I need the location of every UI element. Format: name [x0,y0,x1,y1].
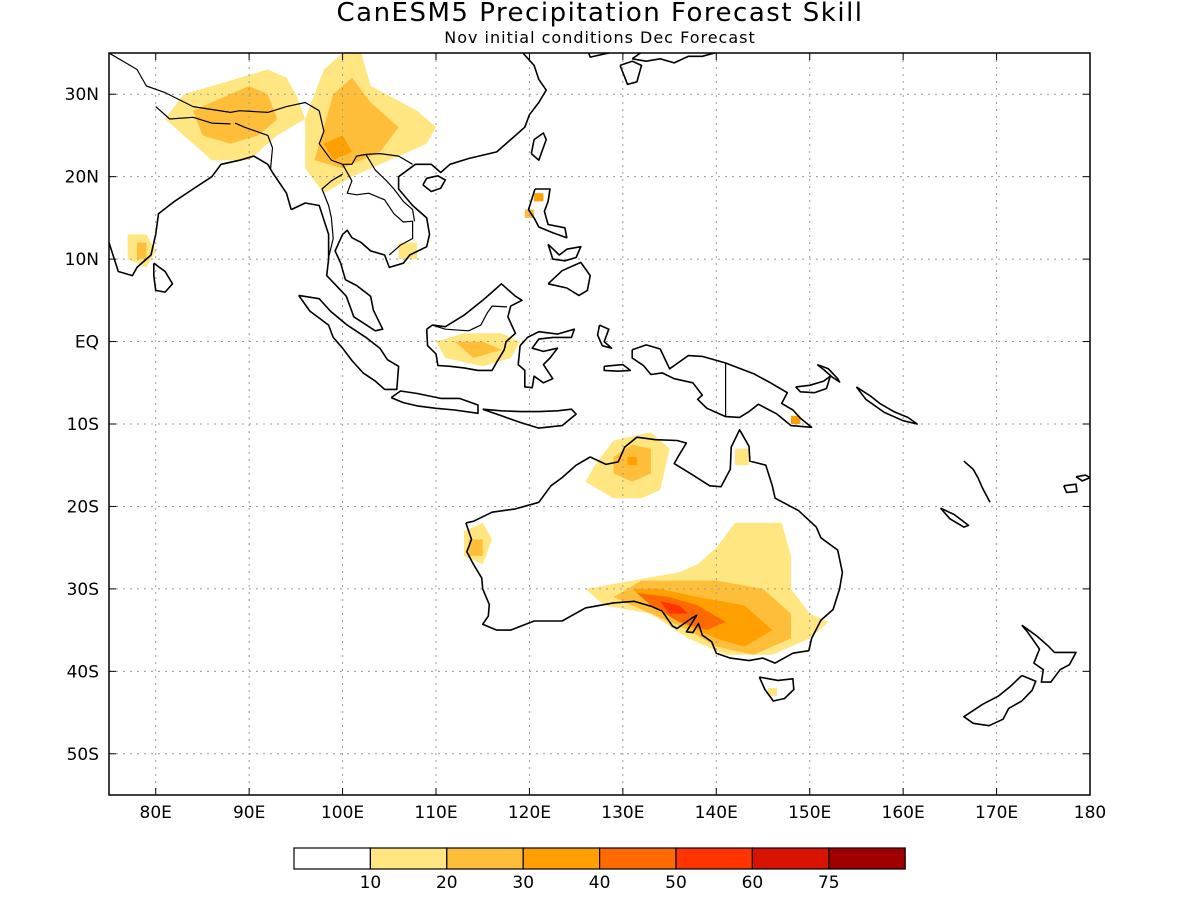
x-tick-label: 100E [321,803,364,823]
x-tick-label: 110E [414,803,457,823]
coastline-nz-south [963,674,1037,727]
coastline-visayas [547,243,582,262]
y-tick-label: 20N [65,168,99,188]
y-axis-ticks: 30N 20N 10N EQ 10S 20S 30S 40S 50S [65,85,1090,765]
colorbar-label: 60 [742,873,764,893]
colorbar-bin [675,847,754,870]
y-tick-label: 30N [65,85,99,105]
coastline-sri-lanka [153,262,174,293]
coastline-fiji-vanua [1075,474,1090,482]
coastlines [109,53,1090,727]
skill-region-tibet-india-north [193,86,278,144]
coastline-mindanao [547,261,592,297]
skill-region-borneo [454,341,502,358]
coastline-halmahera-seram [596,324,613,350]
border-myanmar-east [318,110,413,165]
border-myanmar-thai [321,173,343,258]
colorbar-bin [751,847,830,870]
y-tick-label: 50S [67,745,99,765]
border-nepal-sw [155,106,231,125]
y-tick-label: 30S [67,580,99,600]
coastline-lesser-sunda [482,408,577,429]
colorbar: 10 20 30 40 50 60 75 [293,847,906,893]
country-borders [109,53,727,417]
y-tick-label: EQ [75,333,99,353]
colorbar-bin [293,847,372,870]
coastline-sumatra [298,294,400,391]
colorbar-label: 75 [818,873,840,893]
coastline-borneo [425,282,523,372]
x-tick-label: 160E [882,803,925,823]
coastline-new-britain [795,375,832,394]
coastline-taiwan [530,132,548,161]
colorbar-bin [598,847,677,870]
coastline-india [109,155,292,277]
border-thai-laos [342,164,414,256]
colorbar-label: 10 [360,873,382,893]
colorbar-bin [828,847,906,870]
coastline-java [390,390,479,415]
coastline-new-ireland [816,363,841,383]
y-tick-label: 20S [67,497,99,517]
coastline-new-guinea [631,344,813,429]
x-axis-ticks: 80E 90E 100E 110E 120E 130E 140E 150E 160E 170E 18… [140,53,1106,823]
y-tick-label: 10N [65,250,99,270]
x-tick-label: 140E [695,803,738,823]
x-tick-label: 180 [1074,803,1106,823]
coastline-new-caledonia [939,507,970,528]
x-tick-label: 150E [788,803,831,823]
border-malaysia-borneo [432,305,508,332]
skill-region-tasmania [767,687,777,697]
grid-lines [109,53,1090,795]
skill-region-vietnam [398,242,418,260]
skill-region-luzon [534,193,544,202]
skill-region-south-india [137,242,147,260]
y-tick-label: 40S [67,662,99,682]
y-tick-label: 10S [67,415,99,435]
colorbar-bin [446,847,524,870]
chart-title: CanESM5 Precipitation Forecast Skill [336,0,864,28]
coastline-japan-honshu [631,53,717,64]
x-tick-label: 90E [233,803,265,823]
colorbar-label: 30 [512,873,534,893]
coastline-nz-north [1021,624,1077,683]
x-tick-label: 130E [601,803,644,823]
coastline-korea [587,53,611,58]
skill-region-cape-york [735,448,749,466]
x-tick-label: 80E [140,803,172,823]
coastline-sulawesi [517,328,576,389]
skill-region-west-australia [468,539,483,556]
colorbar-bin [522,847,601,870]
skill-region-southeast-australia [660,601,689,614]
coastline-luzon [527,188,568,239]
border-bangladesh [234,122,274,169]
coastline-indochina-west [290,53,548,332]
x-tick-label: 120E [508,803,551,823]
colorbar-label: 50 [665,873,687,893]
coastline-seram [603,363,632,373]
coastline-hainan [422,175,447,193]
skill-shading-layer [127,53,829,697]
skill-region-papua-east [791,415,801,424]
colorbar-bin [369,847,448,870]
coastline-japan-kyushu [619,60,643,86]
skill-region-yunnan-sichuan [323,135,352,161]
chart-subtitle: Nov initial conditions Dec Forecast [444,28,756,47]
coastline-australia [465,428,844,664]
border-laos-vietnam [365,154,416,222]
skill-region-north-australia [627,457,637,466]
coastline-fiji [1063,483,1078,494]
coastline-solomons [855,386,919,425]
coastline-vanuatu [963,460,991,503]
border-india-tibet [109,53,320,114]
colorbar-label: 40 [589,873,611,893]
colorbar-label: 20 [436,873,458,893]
coastline-tasmania [758,676,795,702]
x-tick-label: 170E [975,803,1018,823]
